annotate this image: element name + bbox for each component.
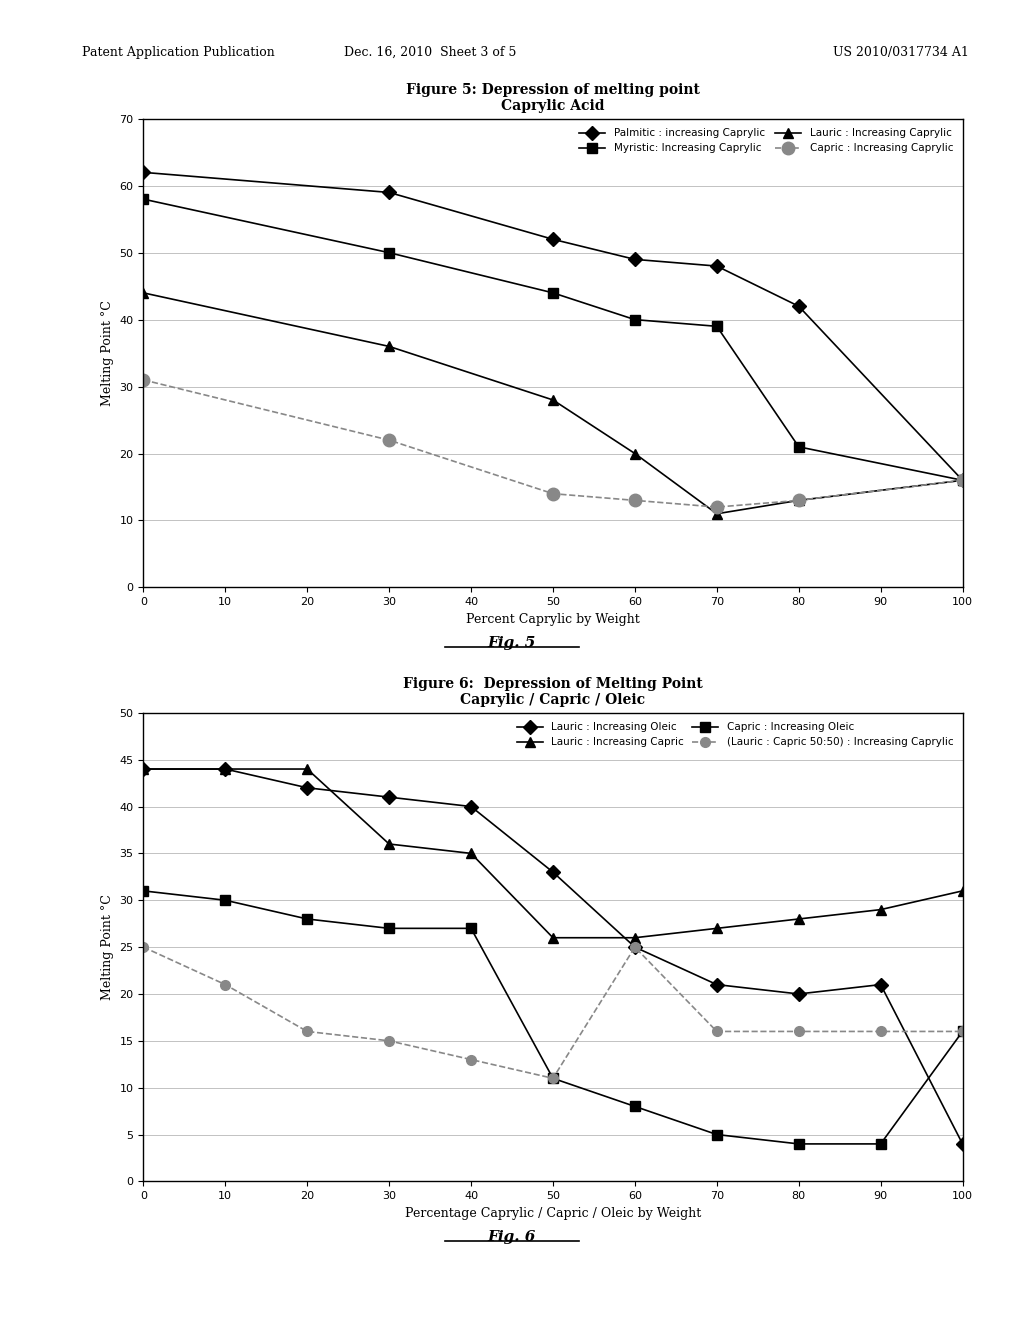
Capric : Increasing Caprylic: (60, 13): Increasing Caprylic: (60, 13) [629, 492, 641, 508]
X-axis label: Percentage Caprylic / Capric / Oleic by Weight: Percentage Caprylic / Capric / Oleic by … [404, 1206, 701, 1220]
(Lauric : Capric 50:50) : Increasing Caprylic: (10, 21): Capric 50:50) : Increasing Caprylic: (10… [219, 977, 231, 993]
Myristic: Increasing Caprylic: (0, 58): Increasing Caprylic: (0, 58) [137, 191, 150, 207]
(Lauric : Capric 50:50) : Increasing Caprylic: (90, 16): Capric 50:50) : Increasing Caprylic: (90… [874, 1023, 887, 1039]
Lauric : Increasing Oleic: (30, 41): Increasing Oleic: (30, 41) [383, 789, 395, 805]
Text: Fig. 5: Fig. 5 [487, 636, 537, 651]
(Lauric : Capric 50:50) : Increasing Caprylic: (100, 16): Capric 50:50) : Increasing Caprylic: (10… [956, 1023, 969, 1039]
Lauric : Increasing Caprylic: (100, 16): Increasing Caprylic: (100, 16) [956, 473, 969, 488]
Lauric : Increasing Oleic: (50, 33): Increasing Oleic: (50, 33) [547, 865, 559, 880]
Line: Lauric : Increasing Caprylic: Lauric : Increasing Caprylic [138, 288, 968, 519]
Lauric : Increasing Oleic: (100, 4): Increasing Oleic: (100, 4) [956, 1137, 969, 1152]
X-axis label: Percent Caprylic by Weight: Percent Caprylic by Weight [466, 612, 640, 626]
Capric : Increasing Oleic: (50, 11): Increasing Oleic: (50, 11) [547, 1071, 559, 1086]
Lauric : Increasing Oleic: (80, 20): Increasing Oleic: (80, 20) [793, 986, 805, 1002]
Myristic: Increasing Caprylic: (60, 40): Increasing Caprylic: (60, 40) [629, 312, 641, 327]
Capric : Increasing Oleic: (60, 8): Increasing Oleic: (60, 8) [629, 1098, 641, 1114]
Y-axis label: Melting Point °C: Melting Point °C [101, 894, 114, 1001]
Lauric : Increasing Oleic: (0, 44): Increasing Oleic: (0, 44) [137, 762, 150, 777]
Lauric : Increasing Capric: (20, 44): Increasing Capric: (20, 44) [301, 762, 313, 777]
Title: Figure 6:  Depression of Melting Point
Caprylic / Capric / Oleic: Figure 6: Depression of Melting Point Ca… [403, 677, 702, 708]
Lauric : Increasing Capric: (100, 31): Increasing Capric: (100, 31) [956, 883, 969, 899]
Capric : Increasing Oleic: (40, 27): Increasing Oleic: (40, 27) [465, 920, 477, 936]
Palmitic : increasing Caprylic: (60, 49): increasing Caprylic: (60, 49) [629, 251, 641, 267]
Line: Capric : Increasing Caprylic: Capric : Increasing Caprylic [137, 374, 969, 513]
(Lauric : Capric 50:50) : Increasing Caprylic: (50, 11): Capric 50:50) : Increasing Caprylic: (50… [547, 1071, 559, 1086]
Legend: Lauric : Increasing Oleic, Lauric : Increasing Capric, Capric : Increasing Oleic: Lauric : Increasing Oleic, Lauric : Incr… [513, 718, 957, 751]
Myristic: Increasing Caprylic: (100, 16): Increasing Caprylic: (100, 16) [956, 473, 969, 488]
Lauric : Increasing Oleic: (90, 21): Increasing Oleic: (90, 21) [874, 977, 887, 993]
Lauric : Increasing Oleic: (10, 44): Increasing Oleic: (10, 44) [219, 762, 231, 777]
Line: (Lauric : Capric 50:50) : Increasing Caprylic: (Lauric : Capric 50:50) : Increasing Cap… [138, 942, 968, 1084]
Lauric : Increasing Caprylic: (50, 28): Increasing Caprylic: (50, 28) [547, 392, 559, 408]
Capric : Increasing Caprylic: (70, 12): Increasing Caprylic: (70, 12) [711, 499, 723, 515]
Palmitic : increasing Caprylic: (0, 62): increasing Caprylic: (0, 62) [137, 165, 150, 181]
Capric : Increasing Oleic: (70, 5): Increasing Oleic: (70, 5) [711, 1127, 723, 1143]
Text: Fig. 6: Fig. 6 [487, 1230, 537, 1245]
Myristic: Increasing Caprylic: (80, 21): Increasing Caprylic: (80, 21) [793, 438, 805, 454]
Capric : Increasing Oleic: (100, 16): Increasing Oleic: (100, 16) [956, 1023, 969, 1039]
Lauric : Increasing Capric: (90, 29): Increasing Capric: (90, 29) [874, 902, 887, 917]
Capric : Increasing Caprylic: (100, 16): Increasing Caprylic: (100, 16) [956, 473, 969, 488]
Lauric : Increasing Caprylic: (60, 20): Increasing Caprylic: (60, 20) [629, 446, 641, 462]
Line: Lauric : Increasing Capric: Lauric : Increasing Capric [138, 764, 968, 942]
Lauric : Increasing Capric: (50, 26): Increasing Capric: (50, 26) [547, 929, 559, 945]
Lauric : Increasing Caprylic: (80, 13): Increasing Caprylic: (80, 13) [793, 492, 805, 508]
Myristic: Increasing Caprylic: (50, 44): Increasing Caprylic: (50, 44) [547, 285, 559, 301]
Palmitic : increasing Caprylic: (50, 52): increasing Caprylic: (50, 52) [547, 231, 559, 247]
(Lauric : Capric 50:50) : Increasing Caprylic: (30, 15): Capric 50:50) : Increasing Caprylic: (30… [383, 1032, 395, 1048]
(Lauric : Capric 50:50) : Increasing Caprylic: (60, 25): Capric 50:50) : Increasing Caprylic: (60… [629, 940, 641, 956]
Lauric : Increasing Capric: (80, 28): Increasing Capric: (80, 28) [793, 911, 805, 927]
Lauric : Increasing Capric: (40, 35): Increasing Capric: (40, 35) [465, 846, 477, 862]
(Lauric : Capric 50:50) : Increasing Caprylic: (0, 25): Capric 50:50) : Increasing Caprylic: (0,… [137, 940, 150, 956]
Myristic: Increasing Caprylic: (30, 50): Increasing Caprylic: (30, 50) [383, 244, 395, 260]
Lauric : Increasing Caprylic: (70, 11): Increasing Caprylic: (70, 11) [711, 506, 723, 521]
Capric : Increasing Oleic: (80, 4): Increasing Oleic: (80, 4) [793, 1137, 805, 1152]
Title: Figure 5: Depression of melting point
Caprylic Acid: Figure 5: Depression of melting point Ca… [407, 83, 699, 114]
Lauric : Increasing Capric: (60, 26): Increasing Capric: (60, 26) [629, 929, 641, 945]
Capric : Increasing Caprylic: (0, 31): Increasing Caprylic: (0, 31) [137, 372, 150, 388]
Capric : Increasing Oleic: (0, 31): Increasing Oleic: (0, 31) [137, 883, 150, 899]
Palmitic : increasing Caprylic: (80, 42): increasing Caprylic: (80, 42) [793, 298, 805, 314]
Lauric : Increasing Capric: (10, 44): Increasing Capric: (10, 44) [219, 762, 231, 777]
Myristic: Increasing Caprylic: (70, 39): Increasing Caprylic: (70, 39) [711, 318, 723, 334]
Text: Patent Application Publication: Patent Application Publication [82, 46, 274, 59]
Line: Capric : Increasing Oleic: Capric : Increasing Oleic [138, 886, 968, 1148]
Legend: Palmitic : increasing Caprylic, Myristic: Increasing Caprylic, Lauric : Increasi: Palmitic : increasing Caprylic, Myristic… [575, 124, 957, 157]
Capric : Increasing Caprylic: (30, 22): Increasing Caprylic: (30, 22) [383, 432, 395, 447]
Palmitic : increasing Caprylic: (100, 16): increasing Caprylic: (100, 16) [956, 473, 969, 488]
Lauric : Increasing Oleic: (40, 40): Increasing Oleic: (40, 40) [465, 799, 477, 814]
Line: Palmitic : increasing Caprylic: Palmitic : increasing Caprylic [138, 168, 968, 486]
Capric : Increasing Oleic: (90, 4): Increasing Oleic: (90, 4) [874, 1137, 887, 1152]
Lauric : Increasing Capric: (30, 36): Increasing Capric: (30, 36) [383, 836, 395, 851]
Y-axis label: Melting Point °C: Melting Point °C [101, 300, 114, 407]
Line: Myristic: Increasing Caprylic: Myristic: Increasing Caprylic [138, 194, 968, 486]
Lauric : Increasing Capric: (0, 44): Increasing Capric: (0, 44) [137, 762, 150, 777]
(Lauric : Capric 50:50) : Increasing Caprylic: (40, 13): Capric 50:50) : Increasing Caprylic: (40… [465, 1052, 477, 1068]
Palmitic : increasing Caprylic: (70, 48): increasing Caprylic: (70, 48) [711, 259, 723, 275]
Capric : Increasing Oleic: (20, 28): Increasing Oleic: (20, 28) [301, 911, 313, 927]
Line: Lauric : Increasing Oleic: Lauric : Increasing Oleic [138, 764, 968, 1148]
Text: Dec. 16, 2010  Sheet 3 of 5: Dec. 16, 2010 Sheet 3 of 5 [344, 46, 516, 59]
(Lauric : Capric 50:50) : Increasing Caprylic: (80, 16): Capric 50:50) : Increasing Caprylic: (80… [793, 1023, 805, 1039]
Lauric : Increasing Oleic: (70, 21): Increasing Oleic: (70, 21) [711, 977, 723, 993]
Lauric : Increasing Caprylic: (0, 44): Increasing Caprylic: (0, 44) [137, 285, 150, 301]
Capric : Increasing Caprylic: (80, 13): Increasing Caprylic: (80, 13) [793, 492, 805, 508]
Capric : Increasing Oleic: (30, 27): Increasing Oleic: (30, 27) [383, 920, 395, 936]
Palmitic : increasing Caprylic: (30, 59): increasing Caprylic: (30, 59) [383, 185, 395, 201]
Text: US 2010/0317734 A1: US 2010/0317734 A1 [834, 46, 969, 59]
Lauric : Increasing Oleic: (20, 42): Increasing Oleic: (20, 42) [301, 780, 313, 796]
Lauric : Increasing Caprylic: (30, 36): Increasing Caprylic: (30, 36) [383, 338, 395, 354]
Lauric : Increasing Oleic: (60, 25): Increasing Oleic: (60, 25) [629, 940, 641, 956]
(Lauric : Capric 50:50) : Increasing Caprylic: (70, 16): Capric 50:50) : Increasing Caprylic: (70… [711, 1023, 723, 1039]
Capric : Increasing Oleic: (10, 30): Increasing Oleic: (10, 30) [219, 892, 231, 908]
Capric : Increasing Caprylic: (50, 14): Increasing Caprylic: (50, 14) [547, 486, 559, 502]
(Lauric : Capric 50:50) : Increasing Caprylic: (20, 16): Capric 50:50) : Increasing Caprylic: (20… [301, 1023, 313, 1039]
Lauric : Increasing Capric: (70, 27): Increasing Capric: (70, 27) [711, 920, 723, 936]
